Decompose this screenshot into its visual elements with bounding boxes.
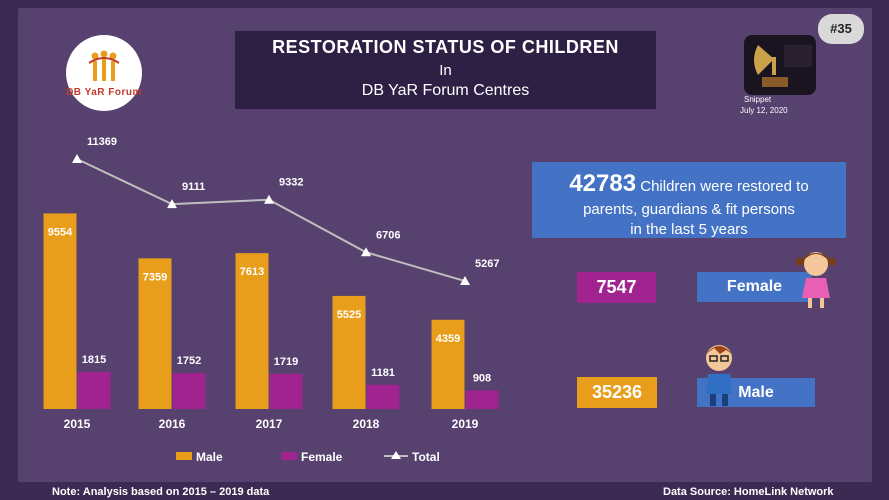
total-marker-2019	[460, 276, 470, 286]
summary-line-1: 42783 Children were restored to	[532, 170, 846, 198]
footnote: Note: Analysis based on 2015 – 2019 data	[52, 486, 270, 498]
label-male-2015: 9554	[48, 226, 73, 238]
summary-line-1-text: Children were restored to	[636, 178, 809, 195]
brand-text: DB YaR Forum	[66, 87, 142, 98]
label-female-2016: 1752	[177, 355, 201, 367]
boy-icon	[706, 345, 732, 406]
subtitle-place: DB YaR Forum Centres	[361, 82, 530, 99]
legend-female-label: Female	[301, 450, 343, 464]
label-male-2017: 7613	[240, 266, 264, 278]
male-total: 35236	[577, 377, 657, 408]
snippet-label: Snippet	[744, 95, 772, 104]
snippet-date: July 12, 2020	[740, 106, 788, 115]
bar-female-2018	[366, 384, 400, 409]
bar-male-2015	[43, 213, 77, 409]
total-marker-2017	[264, 194, 274, 204]
female-label: Female	[697, 272, 812, 302]
bar-female-2016	[172, 373, 206, 409]
bar-male-2019	[431, 319, 465, 409]
legend-male-label: Male	[196, 450, 223, 464]
legend-female-swatch	[281, 452, 297, 460]
label-female-2017: 1719	[274, 356, 298, 368]
legend-total-label: Total	[412, 450, 440, 464]
female-total: 7547	[577, 272, 656, 303]
total-marker-2018	[361, 247, 371, 257]
total-line	[76, 158, 466, 283]
label-total-2019: 5267	[475, 258, 499, 270]
summary-line-2: parents, guardians & fit persons	[583, 201, 795, 218]
bar-female-2019	[465, 390, 499, 409]
label-total-2015: 11369	[87, 136, 117, 148]
label-total-2017: 9332	[279, 177, 303, 189]
x-tick-2016: 2016	[159, 417, 186, 431]
brand-logo: DB YaR Forum	[66, 35, 142, 111]
legend-male-swatch	[176, 452, 192, 460]
summary-line-3: in the last 5 years	[630, 221, 748, 238]
snippet-number-badge: #35	[818, 14, 864, 44]
bar-female-2015	[77, 371, 111, 409]
bar-male-2016	[138, 258, 172, 409]
label-total-2018: 6706	[376, 229, 400, 241]
label-male-2016: 7359	[143, 271, 167, 283]
family-icon	[88, 50, 120, 81]
label-male-2019: 4359	[436, 333, 460, 345]
x-tick-2017: 2017	[256, 417, 283, 431]
page-title: RESTORATION STATUS OF CHILDREN	[272, 37, 619, 57]
gramophone-icon	[754, 45, 812, 87]
label-total-2016: 9111	[182, 181, 205, 193]
legend-total-marker	[391, 451, 401, 459]
bar-female-2017	[269, 373, 303, 409]
girl-icon	[796, 252, 836, 308]
subtitle-in: In	[439, 62, 452, 79]
summary-box: 42783 Children were restored to parents,…	[532, 162, 846, 238]
x-tick-2018: 2018	[353, 417, 380, 431]
label-female-2018: 1181	[371, 367, 395, 379]
data-source: Data Source: HomeLink Network	[663, 486, 834, 498]
summary-total: 42783	[569, 170, 637, 197]
label-male-2018: 5525	[337, 309, 361, 321]
total-marker-2015	[72, 154, 82, 163]
label-female-2015: 1815	[82, 354, 106, 366]
bar-male-2017	[235, 253, 269, 409]
x-tick-2015: 2015	[64, 417, 91, 431]
x-tick-2019: 2019	[452, 417, 479, 431]
bar-male-2018	[332, 295, 366, 409]
data-speaks-logo	[744, 35, 816, 95]
total-marker-2016	[167, 199, 177, 209]
title-box: RESTORATION STATUS OF CHILDREN In DB YaR…	[235, 31, 656, 109]
label-female-2019: 908	[473, 372, 491, 384]
